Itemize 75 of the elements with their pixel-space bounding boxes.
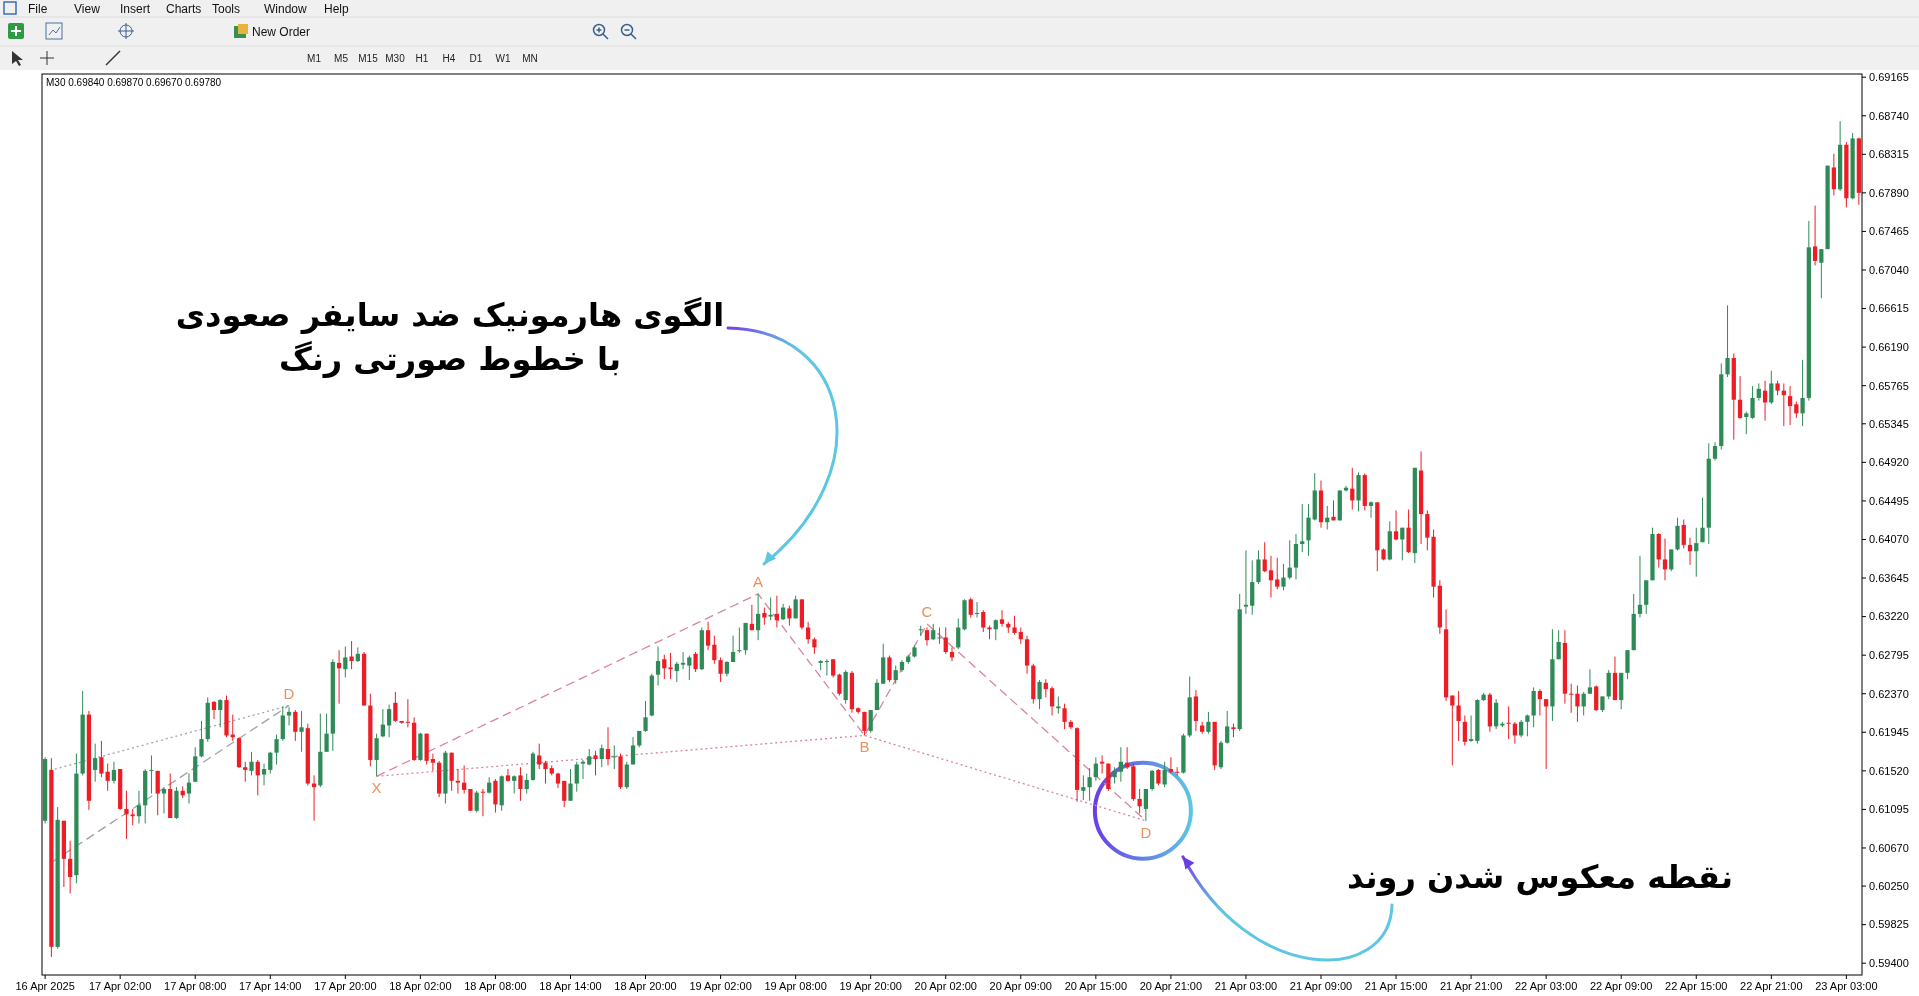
x-tick-label: 18 Apr 02:00 — [389, 980, 452, 992]
y-tick-label: 0.67465 — [1869, 225, 1909, 238]
y-tick-label: 0.63220 — [1869, 610, 1909, 623]
x-tick-label: 21 Apr 21:00 — [1439, 980, 1503, 992]
y-tick-label: 0.64920 — [1869, 456, 1909, 469]
x-tick-label: 23 Apr 03:00 — [1815, 980, 1878, 992]
y-tick-label: 0.63645 — [1869, 571, 1909, 584]
text: W1 — [495, 53, 511, 64]
y-tick-label: 0.64495 — [1869, 494, 1909, 507]
y-tick-label: 0.65765 — [1869, 379, 1909, 392]
x-tick-label: 22 Apr 09:00 — [1590, 980, 1653, 992]
text: Tools — [212, 2, 241, 16]
x-tick-label: 18 Apr 14:00 — [539, 980, 602, 992]
annotation: A — [753, 572, 764, 590]
chart-title: M30 0.69840 0.69870 0.69670 0.69780 — [46, 77, 222, 88]
text: M5 — [334, 53, 349, 64]
x-tick-label: 22 Apr 15:00 — [1665, 980, 1728, 992]
y-tick-label: 0.68740 — [1869, 109, 1909, 122]
x-tick-label: 21 Apr 15:00 — [1364, 980, 1428, 992]
annotation: نقطه معکوس شدن روند — [1347, 858, 1733, 896]
text: New Order — [252, 25, 311, 39]
x-tick-label: 19 Apr 08:00 — [764, 980, 827, 992]
annotation: الگوی هارمونیک ضد سایفر صعودی با خطوط صورتی رنگ — [175, 296, 725, 378]
x-tick-label: 17 Apr 08:00 — [164, 980, 227, 992]
text: File — [28, 2, 48, 16]
x-tick-label: 18 Apr 08:00 — [464, 980, 527, 992]
text: Window — [264, 2, 308, 16]
text: H1 — [415, 53, 429, 64]
y-tick-label: 0.60670 — [1869, 841, 1909, 854]
annotation: D — [1140, 823, 1152, 841]
text: Help — [324, 2, 350, 16]
x-tick-label: 17 Apr 20:00 — [314, 980, 377, 992]
y-tick-label: 0.61520 — [1869, 764, 1909, 777]
y-tick-label: 0.66190 — [1869, 340, 1909, 353]
y-tick-label: 0.61095 — [1869, 803, 1909, 816]
x-tick-label: 20 Apr 15:00 — [1064, 980, 1128, 992]
y-tick-label: 0.67890 — [1869, 186, 1909, 199]
y-tick-label: 0.67040 — [1869, 263, 1909, 276]
text: Charts — [166, 2, 202, 16]
text: View — [74, 2, 101, 16]
y-tick-label: 0.66615 — [1869, 302, 1909, 315]
y-tick-label: 0.61945 — [1869, 726, 1909, 739]
x-tick-label: 18 Apr 20:00 — [614, 980, 677, 992]
x-tick-label: 22 Apr 21:00 — [1740, 980, 1803, 992]
annotation: C — [921, 602, 933, 620]
y-tick-label: 0.64070 — [1869, 533, 1909, 546]
annotation: D — [283, 684, 295, 702]
annotation: B — [859, 738, 870, 756]
y-tick-label: 0.65345 — [1869, 417, 1909, 430]
text: H4 — [442, 53, 456, 64]
y-tick-label: 0.62370 — [1869, 687, 1909, 700]
x-tick-label: 17 Apr 14:00 — [239, 980, 302, 992]
y-tick-label: 0.59825 — [1869, 918, 1909, 931]
text: M15 — [358, 53, 379, 64]
text: Insert — [120, 2, 151, 16]
y-tick-label: 0.62795 — [1869, 649, 1909, 662]
x-tick-label: 19 Apr 02:00 — [689, 980, 752, 992]
text: M30 — [385, 53, 406, 64]
y-tick-label: 0.69165 — [1869, 71, 1909, 84]
text: D1 — [469, 53, 483, 64]
text: MN — [522, 53, 538, 64]
x-tick-label: 20 Apr 09:00 — [989, 980, 1052, 992]
x-tick-label: 20 Apr 02:00 — [914, 980, 977, 992]
x-tick-label: 16 Apr 2025 — [15, 980, 75, 992]
x-tick-label: 19 Apr 20:00 — [839, 980, 902, 992]
y-tick-label: 0.68315 — [1869, 148, 1909, 161]
x-tick-label: 22 Apr 03:00 — [1514, 980, 1578, 992]
x-tick-label: 17 Apr 02:00 — [88, 980, 152, 992]
x-tick-label: 21 Apr 03:00 — [1214, 980, 1278, 992]
annotation: X — [371, 779, 382, 797]
x-tick-label: 20 Apr 21:00 — [1139, 980, 1203, 992]
text: M1 — [307, 53, 322, 64]
y-tick-label: 0.60250 — [1869, 879, 1909, 892]
x-tick-label: 21 Apr 09:00 — [1289, 980, 1353, 992]
y-tick-label: 0.59400 — [1869, 957, 1909, 970]
